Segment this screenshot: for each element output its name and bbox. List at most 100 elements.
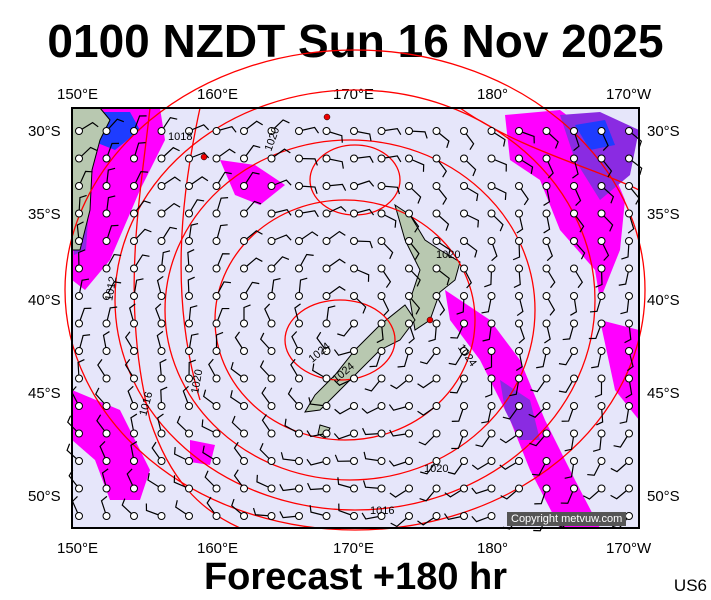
wind-barb (463, 240, 478, 258)
wind-barb (124, 358, 135, 379)
wind-barb (182, 385, 190, 407)
station-circle (542, 237, 551, 245)
wind-barb (130, 441, 138, 462)
wind-barb (570, 295, 578, 316)
wind-barb (518, 323, 525, 344)
wind-barb (362, 427, 382, 436)
station-circle (75, 512, 83, 520)
lat-label: 45°S (28, 385, 61, 402)
station-circle (102, 512, 111, 520)
wind-barb (298, 157, 318, 166)
wind-barb (124, 331, 135, 352)
station-circle (350, 402, 358, 410)
wind-barb (491, 213, 504, 232)
wind-barb (298, 126, 320, 134)
wind-barb (326, 285, 346, 297)
station-circle (570, 374, 578, 383)
station-circle (487, 182, 496, 190)
wind-barb (127, 385, 135, 407)
station-circle (597, 154, 606, 163)
wind-barb (491, 185, 507, 200)
wind-barb (515, 350, 523, 371)
wind-barb (284, 418, 300, 435)
wind-barb (610, 488, 630, 500)
station-circle (185, 457, 193, 465)
wind-barb (490, 240, 498, 262)
station-circle (185, 347, 193, 355)
station-circle (350, 319, 358, 328)
station-circle (102, 347, 111, 355)
station-circle (295, 347, 303, 355)
wind-barb (325, 305, 336, 324)
station-circle (350, 374, 358, 383)
station-circle (212, 182, 221, 190)
wind-barb (133, 278, 144, 297)
wind-barb (619, 405, 630, 424)
wind-barb (201, 419, 217, 435)
station-circle (322, 429, 331, 438)
station-circle (377, 209, 386, 218)
wind-barb (380, 295, 390, 316)
station-circle (570, 402, 578, 410)
wind-barb (215, 253, 230, 269)
wind-barb (271, 119, 290, 132)
station-circle (432, 127, 441, 135)
station-circle (75, 292, 83, 300)
station-circle (432, 237, 441, 245)
wind-barb (564, 433, 575, 452)
wind-barb (353, 208, 375, 216)
station-circle (570, 264, 578, 273)
station-circle (295, 182, 303, 190)
wind-barb (188, 222, 199, 242)
wind-barb (620, 295, 630, 315)
lat-label: 35°S (647, 206, 680, 223)
station-circle (157, 347, 166, 355)
station-circle (377, 127, 386, 135)
wind-barb (279, 511, 300, 519)
wind-barb (271, 148, 291, 159)
wind-barb (516, 295, 524, 317)
station-circle (157, 484, 166, 493)
wind-barb (97, 359, 108, 379)
wind-barb (627, 213, 635, 234)
station-circle (185, 264, 193, 273)
wind-barb (105, 224, 119, 242)
station-circle (625, 182, 633, 190)
station-circle (487, 374, 496, 383)
station-circle (405, 374, 413, 383)
wind-barb (381, 212, 397, 228)
wind-barb (408, 130, 428, 139)
station-circle (130, 429, 138, 438)
wind-barb (326, 230, 346, 242)
station-circle (157, 292, 166, 300)
wind-barb (573, 268, 584, 289)
station-circle (240, 237, 248, 245)
station-circle (102, 402, 111, 410)
station-circle (102, 182, 111, 190)
station-circle (130, 292, 138, 300)
station-circle (625, 154, 633, 163)
lon-label: 160°E (197, 86, 239, 103)
station-circle (570, 182, 578, 190)
wind-barb (308, 397, 327, 407)
station-circle (267, 182, 276, 190)
wind-barb (106, 118, 125, 132)
wind-barb (499, 433, 520, 444)
station-circle (377, 402, 386, 410)
station-circle (460, 347, 468, 355)
wind-barb (618, 268, 630, 286)
wind-barb (596, 405, 604, 426)
wind-barb (448, 350, 465, 366)
station-circle (185, 402, 193, 410)
station-circle (625, 402, 633, 410)
wind-barb (573, 240, 586, 260)
station-circle (625, 374, 633, 383)
lon-label: 170°W (606, 86, 652, 103)
station-circle (322, 154, 331, 163)
station-circle (295, 237, 303, 245)
station-circle (157, 512, 166, 520)
station-circle (597, 319, 606, 328)
station-circle (212, 127, 221, 135)
station-circle (460, 209, 468, 218)
wind-barb (560, 488, 575, 504)
